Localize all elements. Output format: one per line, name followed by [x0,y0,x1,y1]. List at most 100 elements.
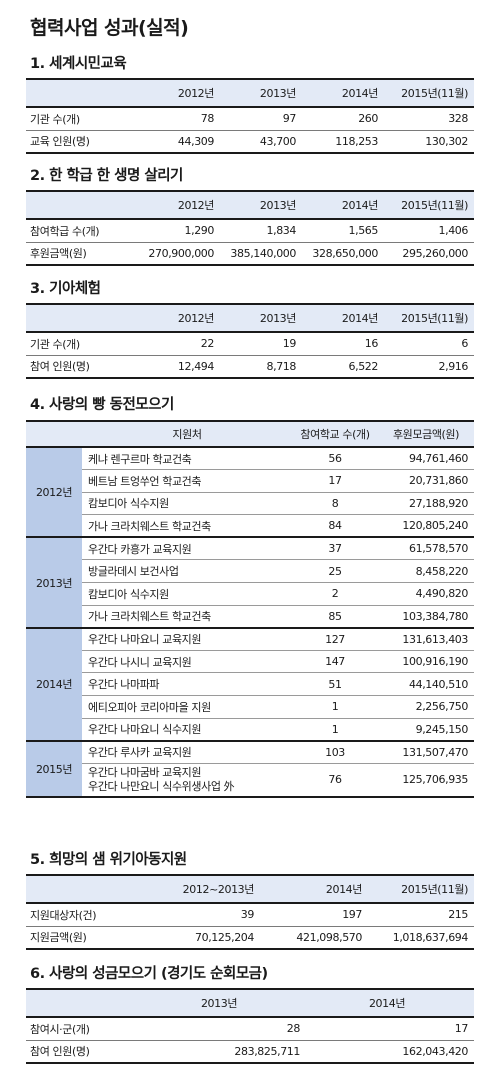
header-cell: 2015년(11월) [368,874,474,903]
header-cell [26,78,138,107]
value-cell: 215 [368,902,474,927]
table-row: 2015년 우간다 루사카 교육지원 103 131,507,470 [26,740,474,798]
value-cell: 28 [138,1016,306,1041]
value-cell: 97 [220,106,302,131]
header-cell: 참여학교 수(개) [292,420,378,448]
value-cell: 385,140,000 [220,242,302,266]
table-row: 참여 인원(명) 12,494 8,718 6,522 2,916 [26,355,474,379]
row-label: 참여학급 수(개) [26,218,138,243]
destination-cell: 우간다 카흥가 교육지원 [82,537,292,561]
value-cell: 197 [260,902,368,927]
table-header-row: 2012년 2013년 2014년 2015년(11월) [26,190,474,219]
value-cell: 1,290 [138,218,220,243]
amount-cell: 27,188,920 [378,492,474,516]
value-cell: 1,018,637,694 [368,926,474,950]
row-label: 기관 수(개) [26,331,138,356]
row-label: 지원대상자(건) [26,902,138,927]
amount-cell: 94,761,460 [378,447,474,471]
value-cell: 118,253 [302,130,384,154]
table-row: 2013년 우간다 카흥가 교육지원 37 61,578,570 [26,537,474,629]
value-cell: 295,260,000 [384,242,474,266]
table-header-row: 지원처 참여학교 수(개) 후원모금액(원) [26,420,474,448]
header-cell: 2015년(11월) [384,78,474,107]
year-cell: 2015년 [26,740,82,798]
table-row: 참여 인원(명) 283,825,711 162,043,420 [26,1040,474,1064]
table-row: 참여시·군(개) 28 17 [26,1016,474,1041]
section-3-table: 2012년 2013년 2014년 2015년(11월) 기관 수(개) 22 … [26,303,474,379]
section-1-title: 1. 세계시민교육 [30,56,127,72]
value-cell: 270,900,000 [138,242,220,266]
schools-cell: 25 [292,559,378,584]
schools-cell: 17 [292,469,378,493]
table-header-row: 2012년 2013년 2014년 2015년(11월) [26,78,474,107]
header-cell: 지원처 [26,420,292,448]
header-cell: 2014년 [302,190,384,219]
value-cell: 39 [138,902,260,927]
year-cell: 2014년 [26,627,82,742]
schools-cell: 127 [292,627,378,651]
amount-cell: 125,706,935 [378,763,474,798]
table-row: 우간다 나마파파 51 44,140,510 [26,672,474,697]
value-cell: 260 [302,106,384,131]
value-cell: 1,834 [220,218,302,243]
value-cell: 283,825,711 [138,1040,306,1064]
table-row: 지원대상자(건) 39 197 215 [26,902,474,927]
table-header-row: 2012년 2013년 2014년 2015년(11월) [26,303,474,332]
table-header-row: 2012~2013년 2014년 2015년(11월) [26,874,474,903]
value-cell: 328 [384,106,474,131]
schools-cell: 56 [292,447,378,471]
header-cell [26,988,138,1017]
section-5-table: 2012~2013년 2014년 2015년(11월) 지원대상자(건) 39 … [26,874,474,950]
header-cell: 2014년 [260,874,368,903]
year-cell: 2012년 [26,447,82,539]
header-cell: 2012년 [138,303,220,332]
value-cell: 328,650,000 [302,242,384,266]
schools-cell: 103 [292,740,378,764]
header-cell [26,190,138,219]
header-cell: 2012년 [138,190,220,219]
amount-cell: 120,805,240 [378,514,474,539]
header-cell: 2014년 [306,988,474,1017]
table-row: 캄보디아 식수지원 8 27,188,920 [26,492,474,516]
header-cell [26,303,138,332]
destination-cell: 방글라데시 보건사업 [82,559,292,584]
destination-cell: 우간다 루사카 교육지원 [82,740,292,764]
header-cell: 2014년 [302,78,384,107]
destination-cell: 캄보디아 식수지원 [82,492,292,516]
value-cell: 6 [384,331,474,356]
header-cell: 2013년 [220,78,302,107]
amount-cell: 4,490,820 [378,582,474,606]
value-cell: 12,494 [138,355,220,379]
destination-cell: 캄보디아 식수지원 [82,582,292,606]
section-6-table: 2013년 2014년 참여시·군(개) 28 17 참여 인원(명) 283,… [26,988,474,1064]
value-cell: 22 [138,331,220,356]
table-row: 우간다 나마요니 식수지원 1 9,245,150 [26,718,474,742]
row-label: 후원금액(원) [26,242,138,266]
row-label: 교육 인원(명) [26,130,138,154]
table-row: 가나 크라치웨스트 학교건축 84 120,805,240 [26,514,474,539]
value-cell: 6,522 [302,355,384,379]
value-cell: 1,406 [384,218,474,243]
section-2-table: 2012년 2013년 2014년 2015년(11월) 참여학급 수(개) 1… [26,190,474,266]
header-cell: 후원모금액(원) [378,420,474,448]
value-cell: 16 [302,331,384,356]
amount-cell: 20,731,860 [378,469,474,493]
amount-cell: 131,613,403 [378,627,474,651]
table-row: 참여학급 수(개) 1,290 1,834 1,565 1,406 [26,218,474,243]
value-cell: 44,309 [138,130,220,154]
destination-cell: 에티오피아 코리아마을 지원 [82,695,292,719]
table-row: 베트남 트엉쑤언 학교건축 17 20,731,860 [26,469,474,493]
value-cell: 421,098,570 [260,926,368,950]
destination-cell: 우간다 나마요니 식수지원 [82,718,292,742]
value-cell: 19 [220,331,302,356]
schools-cell: 8 [292,492,378,516]
header-cell: 2013년 [220,303,302,332]
value-cell: 130,302 [384,130,474,154]
destination-cell: 가나 크라치웨스트 학교건축 [82,514,292,539]
header-cell: 2012년 [138,78,220,107]
amount-cell: 100,916,190 [378,650,474,674]
amount-cell: 131,507,470 [378,740,474,764]
destination-cell: 베트남 트엉쑤언 학교건축 [82,469,292,493]
table-row: 기관 수(개) 78 97 260 328 [26,106,474,131]
header-cell: 2013년 [138,988,306,1017]
